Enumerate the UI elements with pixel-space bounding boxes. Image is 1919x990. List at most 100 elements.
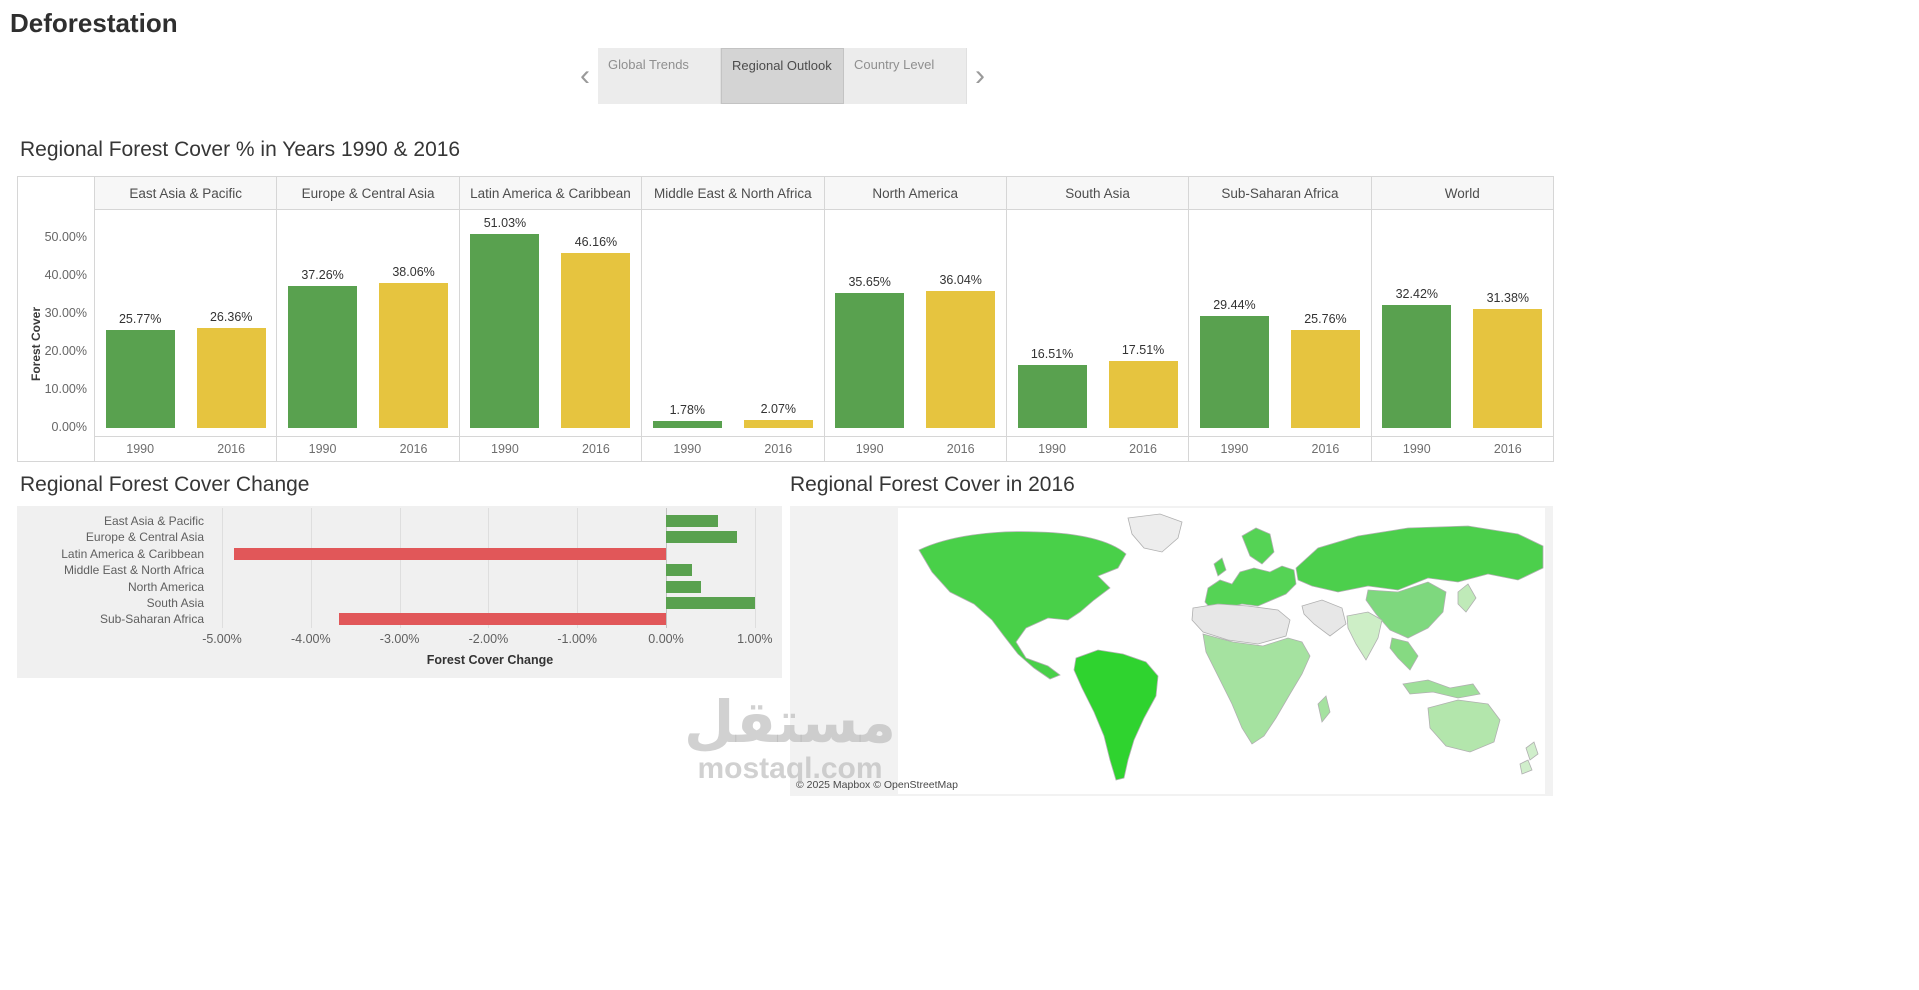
map-region-greenland[interactable] xyxy=(1127,513,1183,553)
map-region-north-africa[interactable] xyxy=(1191,603,1291,645)
region-panel-plot: 51.03% 46.16% xyxy=(460,210,641,436)
x-tick-label: 1990 xyxy=(855,442,884,456)
map-region-japan[interactable] xyxy=(1457,583,1477,613)
bar-value-label: 25.76% xyxy=(1304,312,1347,327)
x-tick-label: 1990 xyxy=(673,442,702,456)
bar-slot: 38.06% xyxy=(379,265,449,428)
bar-slot: 46.16% xyxy=(561,235,631,428)
tab-global-trends[interactable]: Global Trends xyxy=(598,48,721,104)
tab-country-level[interactable]: Country Level xyxy=(844,48,967,104)
region-panel-header: South Asia xyxy=(1006,177,1189,210)
map-region-indonesia[interactable] xyxy=(1402,679,1481,699)
y-axis-label: Forest Cover xyxy=(29,306,43,382)
bar-1990[interactable] xyxy=(470,234,540,428)
bar-slot: 37.26% xyxy=(288,268,358,428)
bar-1990[interactable] xyxy=(288,286,358,428)
x-tick-label: 1990 xyxy=(308,442,337,456)
region-panel-plot: 16.51% 17.51% xyxy=(1007,210,1188,436)
bar-1990[interactable] xyxy=(1017,365,1087,428)
gridline xyxy=(754,508,756,628)
change-bar[interactable] xyxy=(666,531,738,544)
map-region-new-zealand[interactable] xyxy=(1519,741,1539,775)
chevron-left-icon[interactable]: ‹ xyxy=(580,59,590,92)
region-panel-header: East Asia & Pacific xyxy=(95,177,277,210)
region-panels: East Asia & Pacific 25.77% 26.36% 1990 2016 E… xyxy=(94,177,1553,461)
row-label: North America xyxy=(127,579,204,594)
bar-2016[interactable] xyxy=(1290,330,1360,428)
region-panel-header: Europe & Central Asia xyxy=(277,177,459,210)
y-axis: Forest Cover 0.00% 10.00% 20.00% 30.00% 40.0… xyxy=(18,177,94,461)
bar-value-label: 31.38% xyxy=(1486,290,1530,305)
bar-value-label: 35.65% xyxy=(848,274,891,289)
row-label: Sub-Saharan Africa xyxy=(99,612,204,627)
bar-2016[interactable] xyxy=(926,291,996,428)
change-bar[interactable] xyxy=(666,564,692,577)
region-panel-plot: 35.65% 36.04% xyxy=(825,210,1006,436)
change-bar[interactable] xyxy=(233,547,666,560)
region-panel-header: North America xyxy=(824,177,1006,210)
x-tick-label: 2016 xyxy=(399,442,428,456)
map-region-southeast-asia[interactable] xyxy=(1389,637,1419,671)
map-region-south-america[interactable] xyxy=(1073,649,1159,781)
x-group-labels: 1990 2016 xyxy=(95,436,277,461)
map-region-india[interactable] xyxy=(1346,611,1383,661)
map-region-uk[interactable] xyxy=(1213,557,1227,577)
bar-slot: 51.03% xyxy=(470,216,540,428)
y-tick-label: 40.00% xyxy=(44,268,87,282)
chevron-right-icon[interactable]: › xyxy=(975,59,985,92)
bar-2016[interactable] xyxy=(743,420,813,428)
x-tick-label: 0.00% xyxy=(648,632,684,646)
change-bar[interactable] xyxy=(339,613,666,626)
map-region-australia[interactable] xyxy=(1427,699,1501,753)
map-region-sub-saharan-africa[interactable] xyxy=(1202,633,1311,745)
map-region-north-america[interactable] xyxy=(918,531,1127,680)
bar-value-label: 38.06% xyxy=(392,265,435,280)
region-panel: Middle East & North Africa 1.78% 2.07% 1990… xyxy=(641,177,824,461)
bar-2016[interactable] xyxy=(1473,308,1543,428)
y-tick-label: 0.00% xyxy=(51,420,87,434)
bar-slot: 26.36% xyxy=(196,310,266,428)
region-panel: World 32.42% 31.38% 1990 2016 xyxy=(1370,177,1553,461)
bar-value-label: 1.78% xyxy=(669,403,706,418)
region-panel: South Asia 16.51% 17.51% 1990 2016 xyxy=(1005,177,1189,461)
x-tick-label: 2016 xyxy=(1311,442,1340,456)
x-tick-label: -4.00% xyxy=(290,632,331,646)
bar-1990[interactable] xyxy=(835,292,905,428)
region-panel-header: Sub-Saharan Africa xyxy=(1189,177,1371,210)
x-tick-label: 1990 xyxy=(491,442,519,456)
x-tick-label: -5.00% xyxy=(202,632,242,646)
bar-2016[interactable] xyxy=(379,283,449,428)
x-group-labels: 1990 2016 xyxy=(459,436,642,461)
change-bar[interactable] xyxy=(666,515,719,527)
change-bar[interactable] xyxy=(666,597,755,609)
gridline xyxy=(399,508,401,628)
bar-1990[interactable] xyxy=(1382,304,1452,428)
bar-2016[interactable] xyxy=(1108,361,1178,428)
bar-slot: 36.04% xyxy=(926,273,996,428)
bar-1990[interactable] xyxy=(105,330,175,428)
map-region-madagascar[interactable] xyxy=(1317,695,1331,723)
map-region-scandinavia[interactable] xyxy=(1241,527,1275,565)
map-region-middle-east[interactable] xyxy=(1301,599,1347,637)
bar-slot: 2.07% xyxy=(743,402,813,428)
bar-1990[interactable] xyxy=(652,421,722,428)
change-bar[interactable] xyxy=(666,580,701,593)
tab-regional-outlook[interactable]: Regional Outlook xyxy=(721,48,844,104)
bar-2016[interactable] xyxy=(561,252,631,428)
region-panel-header: World xyxy=(1371,177,1553,210)
bar-2016[interactable] xyxy=(196,327,266,428)
x-tick-label: 1990 xyxy=(1038,442,1066,456)
region-panel-header: Middle East & North Africa xyxy=(642,177,824,210)
map-region-russia[interactable] xyxy=(1295,525,1544,593)
grouped-bar-chart: Forest Cover 0.00% 10.00% 20.00% 30.00% 40.0… xyxy=(17,176,1554,462)
region-panel-plot: 32.42% 31.38% xyxy=(1372,210,1553,436)
chart-title-change: Regional Forest Cover Change xyxy=(20,473,310,496)
chart-title-forest-cover: Regional Forest Cover % in Years 1990 & … xyxy=(20,138,461,161)
x-group-labels: 1990 2016 xyxy=(642,436,824,461)
gridline xyxy=(222,508,223,628)
map-region-east-asia[interactable] xyxy=(1365,581,1447,639)
bar-1990[interactable] xyxy=(1199,316,1269,428)
region-panel: Sub-Saharan Africa 29.44% 25.76% 1990 2016 xyxy=(1188,177,1371,461)
bar-slot: 25.77% xyxy=(105,312,175,428)
